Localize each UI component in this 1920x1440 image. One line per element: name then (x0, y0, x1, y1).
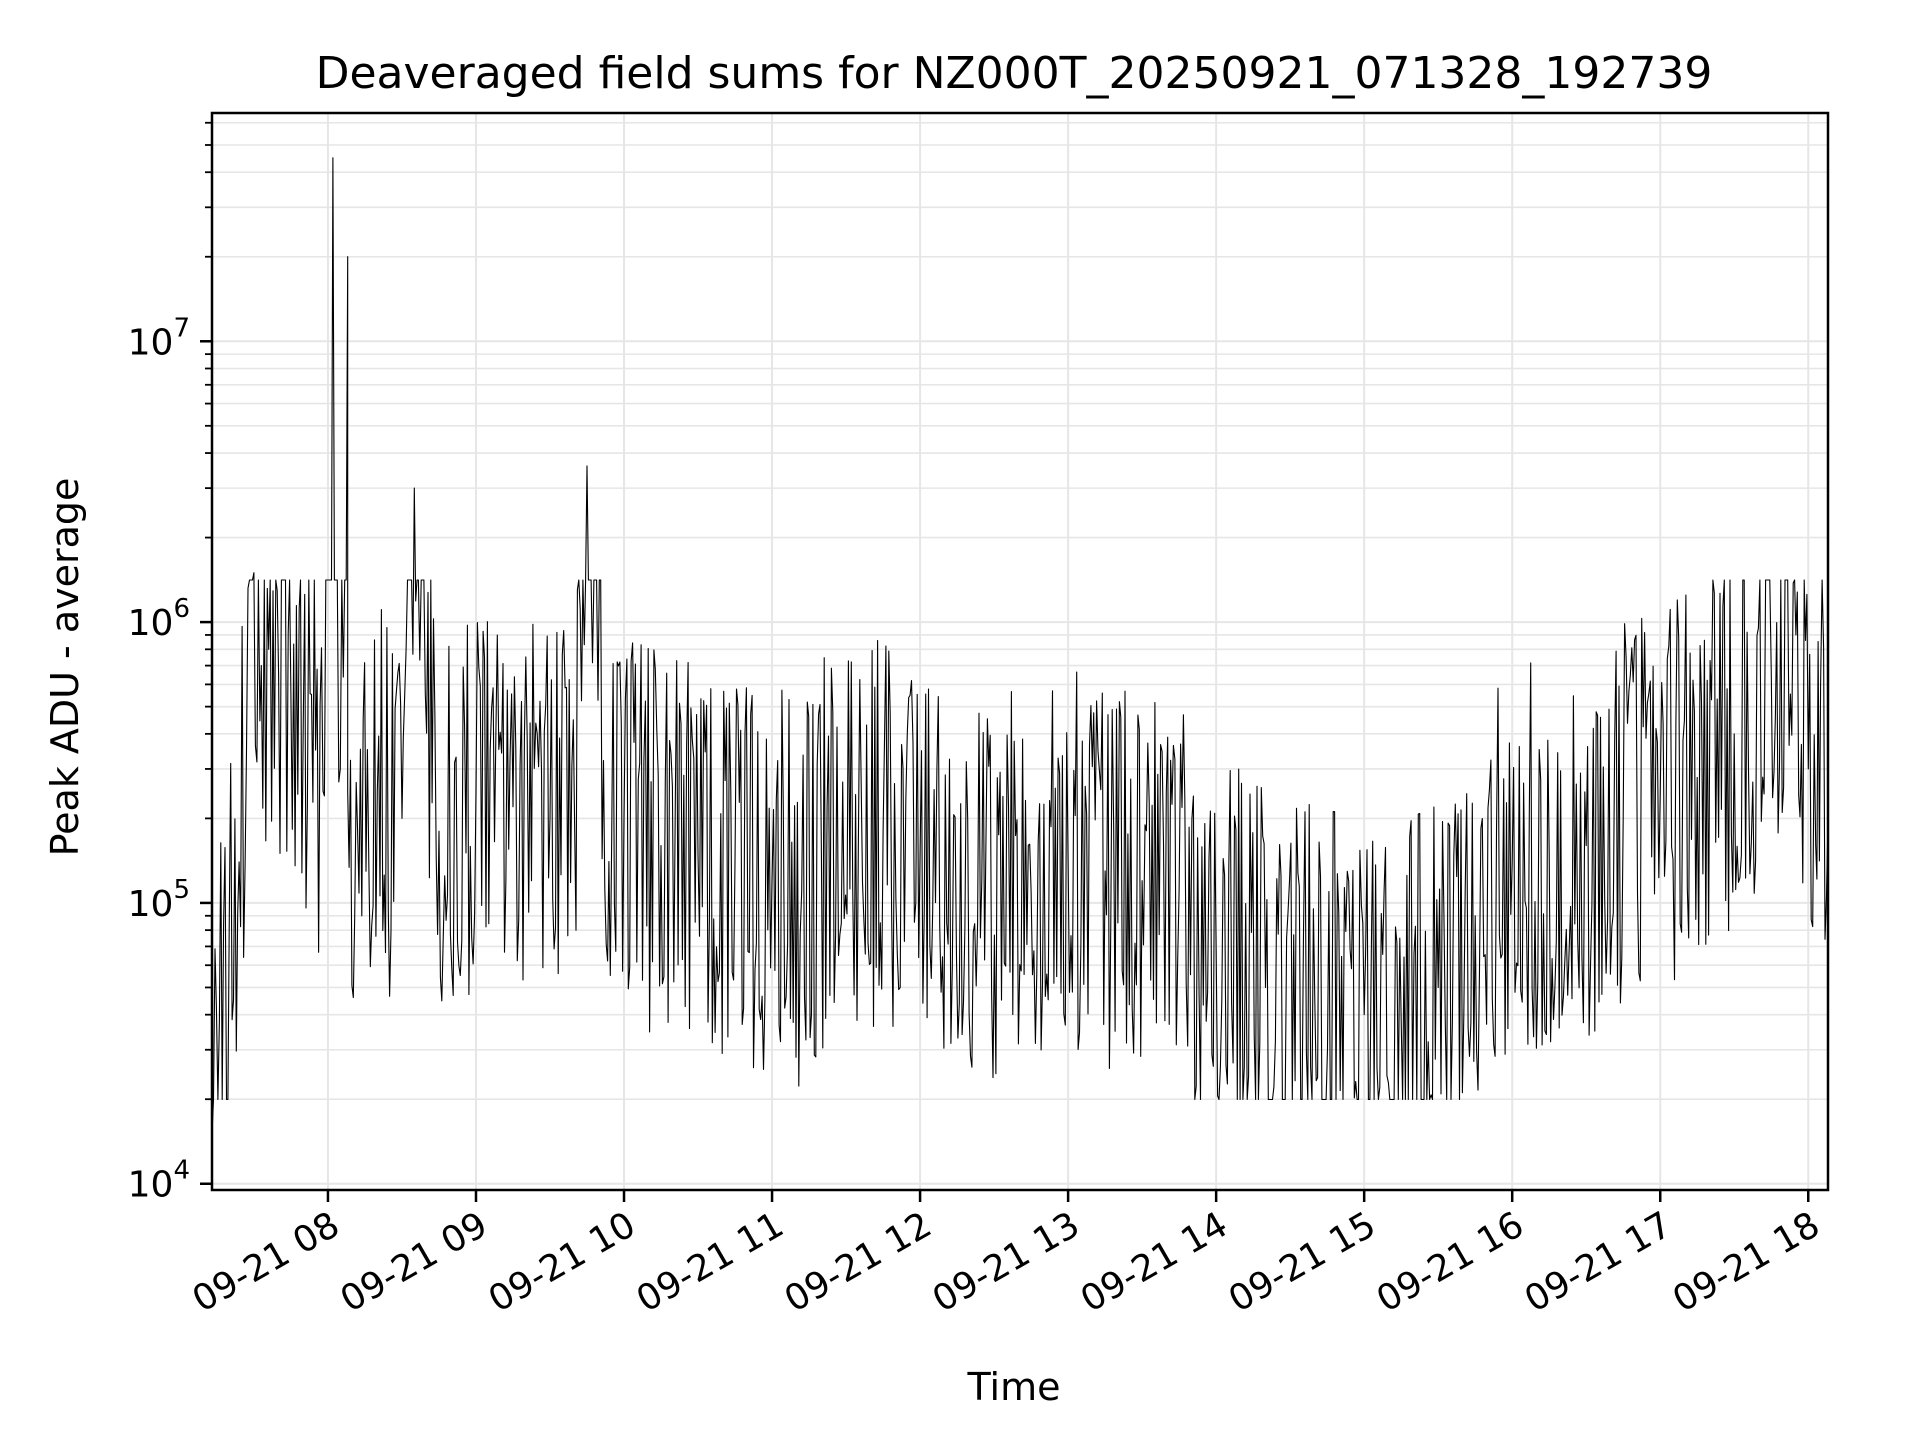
y-axis: 104 105 106 107 (128, 121, 212, 1206)
y-tick-label: 105 (128, 875, 190, 925)
series-line (211, 157, 1829, 1135)
x-axis-label: Time (967, 1365, 1061, 1409)
y-tick-label: 107 (128, 313, 190, 363)
plot-frame (210, 111, 1830, 1192)
series-layer (211, 157, 1829, 1135)
chart-title: Deaveraged field sums for NZ000T_2025092… (316, 48, 1713, 99)
y-tick-label: 106 (128, 594, 190, 644)
grid (212, 113, 1828, 1190)
y-axis-label: Peak ADU - average (43, 478, 87, 857)
y-tick-label: 104 (128, 1156, 190, 1206)
